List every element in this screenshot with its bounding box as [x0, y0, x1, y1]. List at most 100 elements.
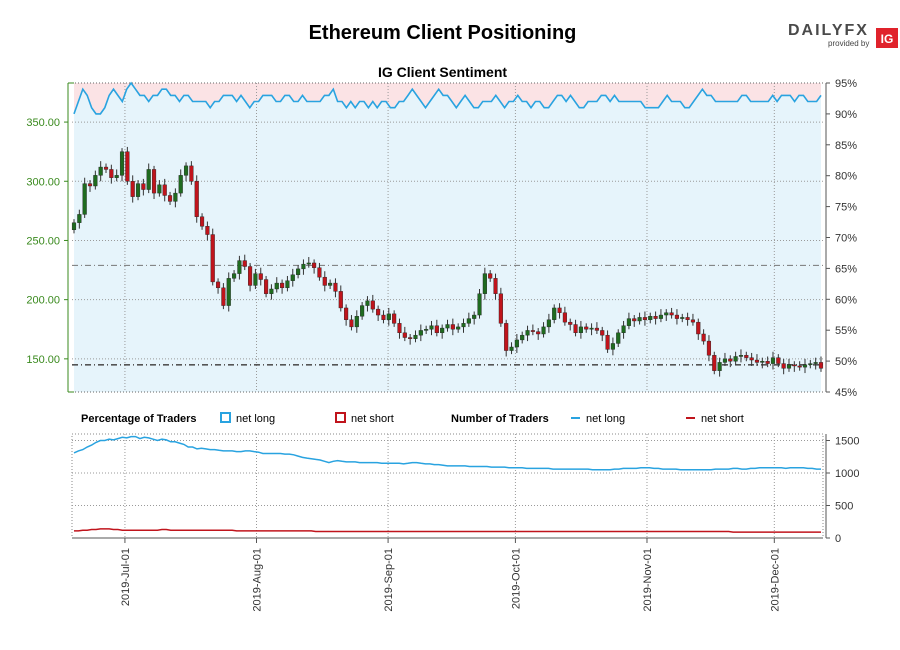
- candle-body: [376, 308, 381, 316]
- candle-body: [792, 364, 797, 367]
- pct-tick-label: 65%: [835, 263, 857, 275]
- candle-body: [440, 327, 445, 334]
- candle-body: [765, 361, 770, 364]
- legend-pct-long-label: net long: [236, 413, 275, 425]
- candle-body: [802, 364, 808, 368]
- date-tick-label: 2019-Aug-01: [252, 548, 264, 612]
- candle-body: [648, 316, 653, 320]
- candle-body: [568, 321, 573, 325]
- pct-tick-label: 95%: [835, 78, 857, 90]
- net-short-fill: [74, 83, 821, 114]
- candle-body: [690, 319, 696, 323]
- net-long-count-line: [73, 435, 821, 471]
- candle-body: [573, 324, 578, 334]
- candle-body: [429, 325, 434, 330]
- legend-num-title: Number of Traders: [451, 413, 549, 425]
- candle-body: [253, 273, 258, 286]
- candle-body: [146, 169, 151, 190]
- pct-tick-label: 90%: [835, 109, 857, 121]
- candle-body: [194, 181, 199, 217]
- sentiment-fill-layer: [74, 83, 821, 392]
- date-tick-label: 2019-Jul-01: [120, 548, 132, 606]
- candle-body: [760, 361, 765, 363]
- candle-body: [333, 282, 338, 292]
- candle-body: [151, 169, 157, 194]
- date-tick-label: 2019-Nov-01: [642, 548, 654, 612]
- candle-body: [637, 317, 642, 322]
- candle-body: [530, 330, 535, 332]
- axes-layer: 150.00 200.00 250.00 300.00 350.00 45% 50% 55% 6…: [26, 78, 857, 399]
- candle-body: [728, 358, 733, 362]
- candle-body: [514, 339, 519, 348]
- candle-body: [135, 183, 141, 197]
- candle-body: [370, 300, 375, 310]
- price-tick-label: 150.00: [26, 354, 60, 366]
- candle-body: [706, 340, 712, 356]
- pct-tick-label: 70%: [835, 233, 857, 245]
- pct-tick-label: 85%: [835, 140, 857, 152]
- candle-body: [381, 314, 386, 320]
- chart-title: Ethereum Client Positioning: [308, 22, 577, 44]
- candle-body: [509, 346, 514, 351]
- candle-body: [397, 323, 402, 334]
- candle-body: [744, 355, 749, 358]
- candle-body: [413, 334, 418, 339]
- candle-body: [226, 278, 231, 306]
- sentiment-line-series: [73, 81, 822, 115]
- candle-body: [210, 234, 215, 283]
- ig-badge-icon: IG: [876, 28, 898, 48]
- candle-body: [114, 175, 119, 178]
- candle-body: [296, 268, 301, 275]
- candle-body: [232, 273, 237, 279]
- candle-body: [178, 175, 183, 194]
- candle-body: [717, 362, 722, 371]
- candle-body: [578, 326, 583, 334]
- candle-body: [365, 300, 370, 306]
- candle-body: [386, 313, 391, 320]
- candle-body: [98, 166, 103, 176]
- count-tick-label: 0: [835, 533, 841, 545]
- legend-pct-short-swatch: [335, 412, 346, 423]
- candle-body: [258, 273, 263, 280]
- candle-body: [653, 316, 658, 319]
- candle-body: [301, 263, 306, 270]
- candle-body: [658, 314, 663, 319]
- candle-body: [157, 184, 162, 194]
- candle-body: [477, 293, 482, 316]
- candle-body: [776, 357, 781, 364]
- candle-body: [621, 325, 626, 334]
- candle-body: [536, 331, 541, 335]
- candle-body: [680, 317, 685, 319]
- candle-body: [322, 276, 327, 286]
- candle-body: [242, 260, 247, 267]
- candle-body: [712, 355, 717, 371]
- candle-body: [701, 333, 706, 342]
- candle-body: [546, 319, 551, 328]
- candle-body: [130, 181, 135, 197]
- count-tick-label: 500: [835, 501, 853, 513]
- date-axis: 2019-Jul-01 2019-Aug-01 2019-Sep-01 2019-Oc…: [72, 537, 823, 612]
- candle-body: [274, 282, 279, 290]
- candle-body: [173, 192, 178, 202]
- candle-body: [632, 318, 637, 322]
- candle-body: [199, 216, 205, 227]
- net-long-fill: [74, 83, 821, 392]
- candle-body: [119, 151, 125, 176]
- logo-provided-by: provided by: [828, 39, 870, 48]
- candle-body: [541, 326, 546, 335]
- candle-body: [269, 288, 274, 294]
- pct-tick-label: 50%: [835, 356, 857, 368]
- candle-body: [418, 330, 423, 336]
- candle-body: [141, 183, 146, 190]
- candle-body: [754, 359, 760, 363]
- legend-pct-long-swatch: [220, 412, 231, 423]
- count-tick-label: 1000: [835, 468, 859, 480]
- candle-body: [77, 214, 82, 223]
- candle-body: [71, 222, 77, 231]
- candle-body: [392, 313, 397, 324]
- net-short-count-line: [74, 528, 821, 533]
- candle-body: [610, 343, 615, 350]
- legend-pct-short-label: net short: [351, 413, 394, 425]
- candle-body: [408, 337, 413, 339]
